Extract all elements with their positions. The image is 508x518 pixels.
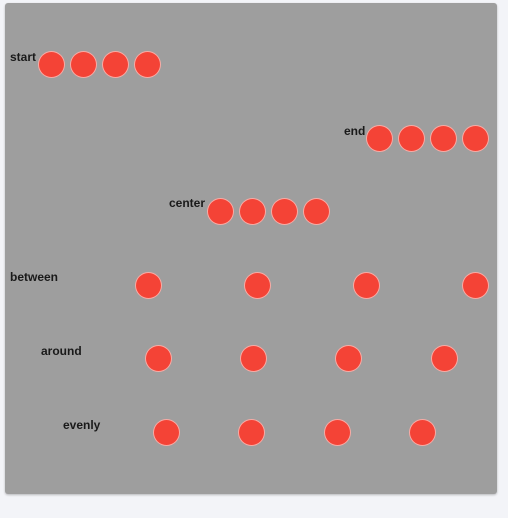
circle-item [145,345,172,372]
circle-item [244,272,271,299]
circle-item [238,419,265,446]
row-label-end: end [344,124,366,138]
circle-item [462,272,489,299]
row-label-start: start [10,50,37,64]
circle-item [38,51,65,78]
circle-item [70,51,97,78]
circle-item [462,125,489,152]
circle-item [353,272,380,299]
row-label-evenly: evenly [63,418,101,432]
circle-item [430,125,457,152]
circle-item [303,198,330,225]
circle-item [135,272,162,299]
circle-item [431,345,458,372]
circle-item [335,345,362,372]
circle-item [366,125,393,152]
circle-item [240,345,267,372]
circle-item [207,198,234,225]
circle-item [409,419,436,446]
justify-demo-panel [5,3,497,494]
circle-item [134,51,161,78]
circle-item [153,419,180,446]
circle-item [324,419,351,446]
circle-item [271,198,298,225]
circle-item [398,125,425,152]
row-label-around: around [41,344,82,358]
row-label-center: center [169,196,206,210]
circle-item [239,198,266,225]
circle-item [102,51,129,78]
row-label-between: between [10,270,59,284]
